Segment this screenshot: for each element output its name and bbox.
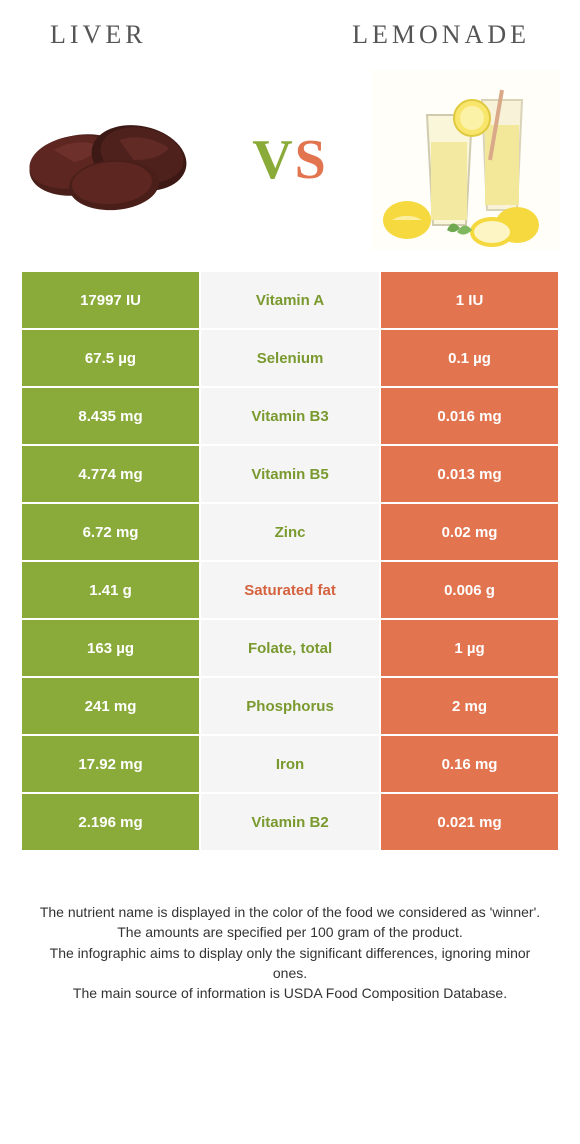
nutrient-right-value: 0.02 mg: [381, 504, 558, 560]
nutrient-label: Folate, total: [201, 620, 379, 676]
nutrient-label: Saturated fat: [201, 562, 379, 618]
footer-line-4: The main source of information is USDA F…: [32, 983, 548, 1003]
nutrient-right-value: 0.16 mg: [381, 736, 558, 792]
nutrient-left-value: 4.774 mg: [22, 446, 199, 502]
nutrient-label: Iron: [201, 736, 379, 792]
vs-s: S: [295, 129, 328, 191]
table-row: 2.196 mgVitamin B20.021 mg: [22, 794, 558, 850]
nutrient-left-value: 163 µg: [22, 620, 199, 676]
lemonade-icon: [372, 70, 560, 250]
footer-line-1: The nutrient name is displayed in the co…: [32, 902, 548, 922]
nutrient-left-value: 2.196 mg: [22, 794, 199, 850]
nutrient-label: Vitamin B2: [201, 794, 379, 850]
nutrient-label: Selenium: [201, 330, 379, 386]
liver-image: [20, 70, 208, 250]
infographic-container: LIVER LEMONADE VS: [0, 0, 580, 1023]
nutrient-right-value: 1 IU: [381, 272, 558, 328]
table-row: 8.435 mgVitamin B30.016 mg: [22, 388, 558, 444]
table-row: 163 µgFolate, total1 µg: [22, 620, 558, 676]
nutrient-left-value: 241 mg: [22, 678, 199, 734]
nutrient-left-value: 67.5 µg: [22, 330, 199, 386]
nutrient-left-value: 17997 IU: [22, 272, 199, 328]
nutrient-label: Phosphorus: [201, 678, 379, 734]
nutrient-table: 17997 IUVitamin A1 IU67.5 µgSelenium0.1 …: [20, 270, 560, 852]
nutrient-right-value: 0.006 g: [381, 562, 558, 618]
vs-v: V: [252, 129, 294, 191]
nutrient-left-value: 1.41 g: [22, 562, 199, 618]
left-food-title: LIVER: [50, 20, 147, 50]
vs-label: VS: [252, 128, 328, 192]
nutrient-left-value: 17.92 mg: [22, 736, 199, 792]
nutrient-label: Vitamin B3: [201, 388, 379, 444]
nutrient-left-value: 8.435 mg: [22, 388, 199, 444]
footer-line-2: The amounts are specified per 100 gram o…: [32, 922, 548, 942]
footer-notes: The nutrient name is displayed in the co…: [10, 852, 570, 1013]
nutrient-left-value: 6.72 mg: [22, 504, 199, 560]
nutrient-label: Vitamin A: [201, 272, 379, 328]
nutrient-right-value: 0.1 µg: [381, 330, 558, 386]
table-row: 6.72 mgZinc0.02 mg: [22, 504, 558, 560]
nutrient-right-value: 0.021 mg: [381, 794, 558, 850]
liver-icon: [24, 90, 204, 230]
table-row: 1.41 gSaturated fat0.006 g: [22, 562, 558, 618]
right-food-title: LEMONADE: [352, 20, 530, 50]
nutrient-right-value: 2 mg: [381, 678, 558, 734]
nutrient-right-value: 0.013 mg: [381, 446, 558, 502]
table-row: 4.774 mgVitamin B50.013 mg: [22, 446, 558, 502]
nutrient-right-value: 0.016 mg: [381, 388, 558, 444]
header-row: LIVER LEMONADE: [10, 20, 570, 70]
nutrient-label: Zinc: [201, 504, 379, 560]
table-row: 67.5 µgSelenium0.1 µg: [22, 330, 558, 386]
table-row: 17.92 mgIron0.16 mg: [22, 736, 558, 792]
table-row: 17997 IUVitamin A1 IU: [22, 272, 558, 328]
footer-line-3: The infographic aims to display only the…: [32, 943, 548, 984]
hero-row: VS: [10, 70, 570, 270]
lemonade-image: [372, 70, 560, 250]
nutrient-right-value: 1 µg: [381, 620, 558, 676]
nutrient-label: Vitamin B5: [201, 446, 379, 502]
table-row: 241 mgPhosphorus2 mg: [22, 678, 558, 734]
